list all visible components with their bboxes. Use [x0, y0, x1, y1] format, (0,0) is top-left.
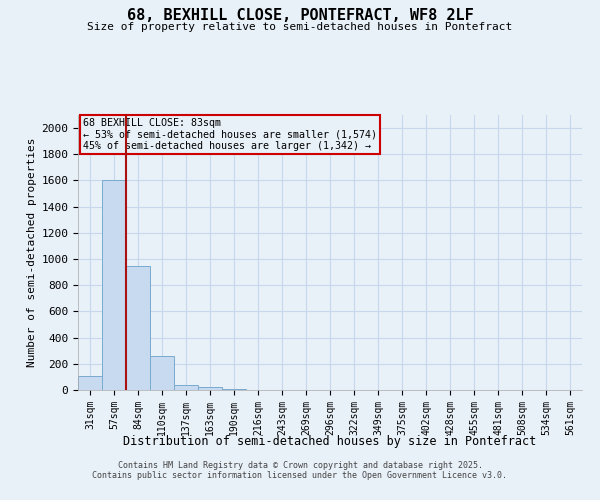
Text: 68 BEXHILL CLOSE: 83sqm
← 53% of semi-detached houses are smaller (1,574)
45% of: 68 BEXHILL CLOSE: 83sqm ← 53% of semi-de…: [83, 118, 377, 151]
Text: 68, BEXHILL CLOSE, PONTEFRACT, WF8 2LF: 68, BEXHILL CLOSE, PONTEFRACT, WF8 2LF: [127, 8, 473, 22]
Bar: [78, 376, 102, 390]
Bar: [198, 386, 222, 390]
Bar: [174, 386, 198, 390]
Text: Distribution of semi-detached houses by size in Pontefract: Distribution of semi-detached houses by …: [124, 435, 536, 448]
Text: Size of property relative to semi-detached houses in Pontefract: Size of property relative to semi-detach…: [88, 22, 512, 32]
Bar: [126, 266, 150, 390]
Y-axis label: Number of semi-detached properties: Number of semi-detached properties: [27, 138, 37, 367]
Bar: [150, 356, 174, 390]
Text: Contains HM Land Registry data © Crown copyright and database right 2025.
Contai: Contains HM Land Registry data © Crown c…: [92, 460, 508, 480]
Bar: [222, 388, 246, 390]
Bar: [102, 180, 126, 390]
